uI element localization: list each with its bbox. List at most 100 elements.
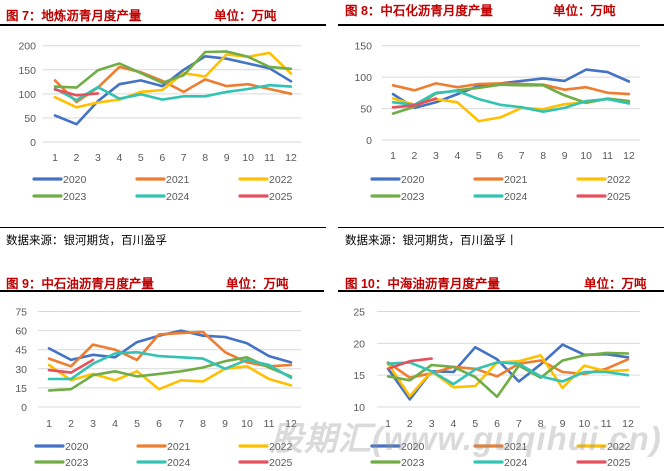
x-tick-label: 4 [112, 418, 118, 430]
y-tick-label: 15 [15, 383, 27, 395]
title-divider [338, 290, 664, 292]
legend-label: 2020 [65, 441, 89, 453]
x-tick-label: 1 [52, 152, 58, 164]
x-tick-label: 6 [497, 150, 503, 162]
series-line-2025 [47, 358, 95, 374]
y-tick-label: 60 [15, 326, 27, 338]
x-tick-label: 9 [222, 418, 228, 430]
y-tick-label: 50 [24, 113, 36, 125]
x-tick-label: 8 [538, 418, 544, 430]
y-tick-label: 0 [366, 135, 372, 147]
series-line-2023 [47, 355, 293, 392]
chart-title: 图 8：中石化沥青月度产量 [345, 4, 493, 18]
y-tick-label: 25 [353, 307, 365, 319]
x-tick-label: 11 [264, 418, 275, 430]
chart-unit: 单位：万吨 [584, 277, 647, 291]
x-tick-label: 2 [74, 152, 80, 164]
x-tick-label: 4 [454, 150, 460, 162]
legend-label: 2024 [166, 191, 190, 203]
series-line-2025 [391, 97, 438, 109]
x-tick-label: 7 [519, 150, 525, 162]
x-tick-label: 11 [601, 418, 612, 430]
x-tick-label: 2 [68, 418, 74, 430]
y-tick-label: 0 [21, 402, 27, 414]
series-line-2024 [53, 83, 293, 102]
series-line-2023 [386, 351, 630, 399]
legend-label: 2024 [504, 191, 528, 203]
chart-unit: 单位：万吨 [214, 9, 277, 23]
series-line-2020 [391, 68, 631, 110]
x-tick-label: 1 [46, 418, 52, 430]
series-line-2021 [47, 330, 293, 368]
x-tick-label: 3 [433, 150, 439, 162]
x-tick-label: 9 [560, 418, 566, 430]
series-line-2025 [386, 357, 433, 371]
series-line-2022 [47, 363, 293, 391]
x-tick-label: 2 [412, 150, 418, 162]
x-tick-label: 6 [159, 152, 165, 164]
legend-label: 2020 [63, 174, 87, 186]
watermark: 股期汇(www.guqihui.cn) [270, 420, 662, 457]
chart-panel-10: 图 10：中海油沥青月度产量 单位：万吨 10 15 20 25 1 2 3 4 5 6 7 8 9 10… [332, 0, 664, 471]
x-tick-label: 10 [580, 150, 592, 162]
legend-label: 2020 [401, 441, 425, 453]
x-tick-label: 3 [429, 418, 435, 430]
y-tick-label: 15 [353, 370, 365, 382]
y-tick-label: 50 [360, 104, 372, 116]
x-tick-label: 1 [390, 150, 396, 162]
x-tick-label: 9 [562, 150, 568, 162]
legend-label: 2023 [401, 457, 425, 469]
y-tick-label: 20 [353, 338, 365, 350]
x-tick-label: 4 [116, 152, 122, 164]
x-tick-label: 5 [472, 418, 478, 430]
legend-label: 2023 [65, 457, 89, 469]
chart-unit: 单位：万吨 [226, 277, 289, 291]
chart-panel-8: 图 8：中石化沥青月度产量 单位：万吨 0 50 100 150 1 2 3 4 5 6 7 8 9 10… [332, 0, 664, 250]
x-tick-label: 3 [95, 152, 101, 164]
chart-panel-9: 图 9：中石油沥青月度产量 单位：万吨 0 15 30 45 60 75 1 2 3 4 5 6 7 8 9… [0, 277, 324, 469]
y-tick-label: 10 [353, 402, 365, 414]
x-tick-label: 5 [138, 152, 144, 164]
x-tick-label: 9 [224, 152, 230, 164]
legend-label: 2025 [607, 191, 631, 203]
chart-panel-7: 图 7：地炼沥青月度产量 单位：万吨 0 50 100 150 200 1 2 3 4 5 6 7 8 9… [0, 0, 332, 250]
legend-label: 2025 [607, 457, 631, 469]
chart-title: 图 10：中海油沥青月度产量 [345, 277, 500, 291]
x-tick-label: 7 [178, 418, 184, 430]
x-tick-label: 10 [241, 418, 253, 430]
legend-label: 2022 [269, 174, 293, 186]
legend-label: 2022 [607, 174, 631, 186]
series-line-2024 [391, 89, 631, 113]
legend-label: 2024 [167, 457, 191, 469]
x-tick-label: 10 [579, 418, 591, 430]
y-tick-label: 30 [15, 364, 27, 376]
legend-label: 2022 [607, 441, 631, 453]
y-tick-label: 45 [15, 345, 27, 357]
series-line-2023 [53, 50, 293, 89]
legend-label: 2022 [269, 441, 293, 453]
x-tick-label: 8 [202, 152, 208, 164]
x-tick-label: 7 [516, 418, 522, 430]
y-tick-label: 150 [354, 41, 372, 53]
legend-label: 2021 [167, 441, 191, 453]
chart-unit: 单位：万吨 [553, 4, 616, 18]
x-tick-label: 12 [623, 150, 635, 162]
x-tick-label: 5 [476, 150, 482, 162]
y-tick-label: 75 [15, 307, 27, 319]
x-tick-label: 10 [242, 152, 254, 164]
y-tick-label: 0 [30, 137, 36, 149]
title-divider [0, 24, 326, 26]
x-tick-label: 12 [622, 418, 634, 430]
x-tick-label: 6 [494, 418, 500, 430]
legend-label: 2020 [401, 174, 425, 186]
source-divider [338, 227, 664, 228]
x-tick-label: 6 [156, 418, 162, 430]
x-tick-label: 11 [602, 150, 613, 162]
y-tick-label: 200 [18, 41, 36, 53]
x-tick-label: 8 [540, 150, 546, 162]
series-line-2022 [53, 51, 293, 109]
series-line-2024 [47, 350, 293, 381]
